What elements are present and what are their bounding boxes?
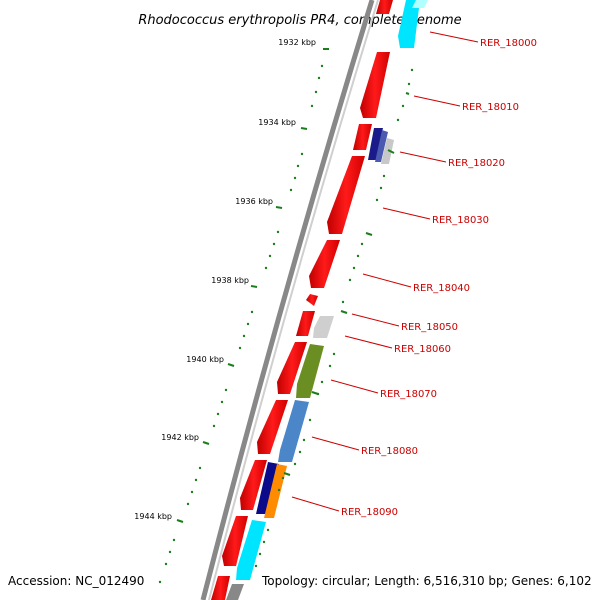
gene-feature: [278, 400, 309, 462]
gene-feature: [368, 128, 383, 160]
gene-label-rer-18040: RER_18040: [413, 283, 470, 294]
scale-label-1938: 1938 kbp: [211, 276, 249, 285]
outer-scale-ticks: [176, 48, 329, 523]
reverse-genes: [226, 0, 428, 600]
gene-label-rer-18020: RER_18020: [448, 158, 505, 169]
gene-feature: [256, 462, 279, 514]
inner-scale-ring: [254, 68, 414, 568]
scale-label-1942: 1942 kbp: [161, 433, 199, 442]
scale-label-1932: 1932 kbp: [278, 38, 316, 47]
gene-feature: [277, 342, 307, 394]
gene-feature: [264, 464, 287, 518]
backbone-inner: [208, 0, 379, 600]
gene-labels: RER_18000 RER_18010 RER_18020 RER_18030 …: [341, 38, 537, 518]
scale-labels: 1932 kbp 1934 kbp 1936 kbp 1938 kbp 1940…: [134, 38, 316, 521]
gene-feature: [327, 156, 365, 234]
scale-label-1934: 1934 kbp: [258, 118, 296, 127]
gene-feature: [353, 124, 372, 150]
gene-feature: [296, 311, 315, 336]
inner-scale-ticks: [283, 92, 410, 476]
scale-label-1936: 1936 kbp: [235, 197, 273, 206]
gene-feature: [309, 240, 340, 288]
gene-feature: [222, 516, 248, 566]
gene-feature: [306, 294, 318, 306]
gene-feature: [296, 344, 324, 398]
gene-label-rer-18060: RER_18060: [394, 344, 451, 355]
gene-label-rer-18050: RER_18050: [401, 322, 458, 333]
gene-feature: [313, 316, 334, 338]
gene-feature: [412, 0, 428, 8]
gene-label-rer-18010: RER_18010: [462, 102, 519, 113]
gene-label-rer-18090: RER_18090: [341, 507, 398, 518]
gene-label-rer-18030: RER_18030: [432, 215, 489, 226]
outer-scale-ring: [158, 64, 324, 584]
gene-label-rer-18070: RER_18070: [380, 389, 437, 400]
gene-feature: [398, 0, 420, 48]
map-title: Rhodococcus erythropolis PR4, complete g…: [138, 13, 461, 28]
gene-label-rer-18000: RER_18000: [480, 38, 537, 49]
gene-feature: [375, 130, 388, 162]
forward-genes: [211, 0, 393, 600]
topology-text: Topology: circular; Length: 6,516,310 bp…: [262, 574, 592, 588]
gene-feature: [360, 52, 390, 118]
gene-feature: [381, 138, 394, 164]
gene-feature: [376, 0, 393, 14]
scale-label-1944: 1944 kbp: [134, 512, 172, 521]
gene-label-rer-18080: RER_18080: [361, 446, 418, 457]
gene-feature: [236, 520, 266, 580]
label-leaders: [291, 31, 479, 512]
backbone-outer: [200, 0, 375, 600]
scale-label-1940: 1940 kbp: [186, 355, 224, 364]
gene-feature: [226, 584, 244, 600]
gene-feature: [240, 460, 267, 510]
accession-text: Accession: NC_012490: [8, 574, 145, 588]
gene-feature: [257, 400, 288, 454]
gene-feature: [211, 576, 230, 600]
